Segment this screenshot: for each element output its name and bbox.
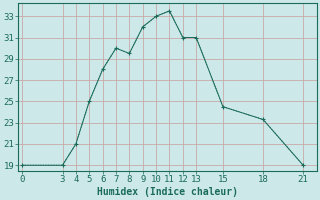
X-axis label: Humidex (Indice chaleur): Humidex (Indice chaleur)	[97, 186, 238, 197]
